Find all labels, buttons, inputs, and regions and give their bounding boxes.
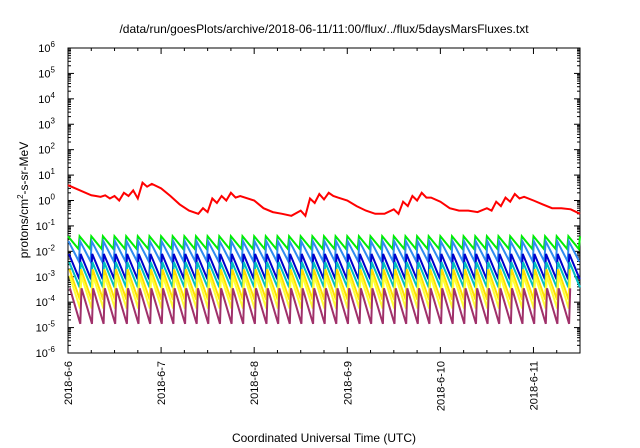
y-tick-exponent: -1 xyxy=(48,218,56,227)
y-label-part1: protons/cm xyxy=(17,199,31,258)
y-tick-mantissa: 10 xyxy=(38,119,50,131)
y-tick-mantissa: 10 xyxy=(36,246,48,258)
y-tick-exponent: 0 xyxy=(51,193,56,202)
y-tick-mantissa: 10 xyxy=(36,297,48,309)
series-layer xyxy=(67,180,581,325)
y-tick-mantissa: 10 xyxy=(38,196,50,208)
y-tick-label: 10-5 xyxy=(36,320,56,335)
y-tick-mantissa: 10 xyxy=(36,221,48,233)
x-tick-label: 2018-6-6 xyxy=(63,361,75,405)
y-tick-exponent: -4 xyxy=(48,294,56,303)
y-tick-mantissa: 10 xyxy=(38,170,50,182)
y-tick-mantissa: 10 xyxy=(36,348,48,360)
y-axis: 10-610-510-410-310-210-11001011021031041… xyxy=(36,40,580,360)
y-label-part2: -s-sr-MeV xyxy=(17,142,31,195)
y-tick-exponent: 5 xyxy=(51,65,56,74)
y-tick-label: 104 xyxy=(38,91,55,106)
x-axis-label: Coordinated Universal Time (UTC) xyxy=(232,431,416,445)
y-tick-label: 105 xyxy=(38,65,55,80)
y-tick-exponent: 2 xyxy=(51,142,56,151)
y-tick-label: 10-1 xyxy=(36,218,56,233)
y-tick-label: 10-6 xyxy=(36,345,56,360)
y-tick-mantissa: 10 xyxy=(36,272,48,284)
x-tick-label: 2018-6-7 xyxy=(156,361,168,405)
y-tick-mantissa: 10 xyxy=(38,68,50,80)
y-tick-exponent: -3 xyxy=(48,269,56,278)
y-tick-label: 102 xyxy=(38,142,55,157)
x-tick-label: 2018-6-9 xyxy=(342,361,354,405)
series-line-0 xyxy=(67,180,581,218)
y-tick-mantissa: 10 xyxy=(38,145,50,157)
x-tick-label: 2018-6-8 xyxy=(249,361,261,405)
x-tick-label: 2018-6-10 xyxy=(435,361,447,411)
x-tick-label: 2018-6-11 xyxy=(528,361,540,410)
chart-title: /data/run/goesPlots/archive/2018-06-11/1… xyxy=(119,22,529,36)
y-tick-exponent: -6 xyxy=(48,345,56,354)
y-tick-label: 100 xyxy=(38,193,55,208)
y-tick-exponent: 1 xyxy=(51,167,56,176)
y-tick-label: 103 xyxy=(38,116,55,131)
y-tick-mantissa: 10 xyxy=(38,94,50,106)
y-tick-exponent: 3 xyxy=(51,116,56,125)
series-line-7 xyxy=(68,288,572,325)
y-label-sup: 2 xyxy=(16,194,25,199)
x-axis: 2018-6-6 2018-6-7 2018-6-8 2018-6-9 2018-6-1… xyxy=(63,48,558,411)
y-tick-exponent: -2 xyxy=(48,243,56,252)
y-tick-label: 106 xyxy=(38,40,55,55)
series-line-2 xyxy=(67,237,581,266)
y-tick-label: 10-4 xyxy=(36,294,56,309)
y-tick-label: 10-3 xyxy=(36,269,56,284)
y-axis-label: protons/cm2-s-sr-MeV xyxy=(16,142,31,258)
y-tick-exponent: -5 xyxy=(48,320,56,329)
y-tick-mantissa: 10 xyxy=(36,323,48,335)
y-tick-label: 10-2 xyxy=(36,243,56,258)
y-tick-exponent: 6 xyxy=(51,40,56,49)
series-line-1 xyxy=(67,233,581,252)
y-tick-label: 101 xyxy=(38,167,55,182)
y-tick-mantissa: 10 xyxy=(38,43,50,55)
y-tick-exponent: 4 xyxy=(51,91,56,100)
